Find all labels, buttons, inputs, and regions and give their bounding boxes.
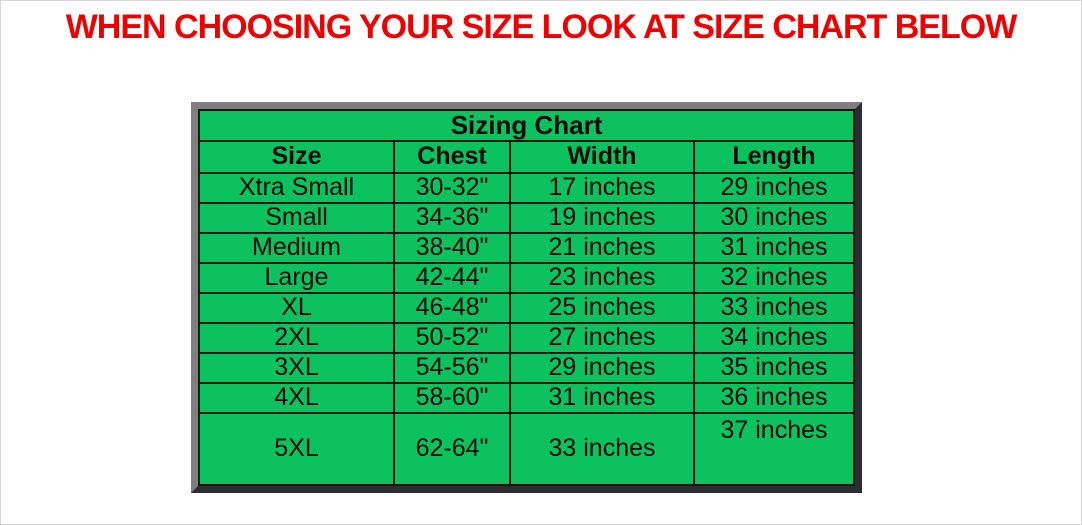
table-caption: Sizing Chart: [197, 109, 856, 142]
table-row: 4XL 58-60" 31 inches 36 inches: [198, 381, 856, 414]
column-header-length: Length: [692, 139, 856, 174]
cell-chest: 54-56": [393, 351, 511, 384]
cell-length: 30 inches: [692, 201, 856, 234]
cell-chest: 50-52": [393, 321, 511, 354]
page-title: WHEN CHOOSING YOUR SIZE LOOK AT SIZE CHA…: [65, 8, 1018, 46]
cell-chest: 30-32": [393, 171, 511, 204]
cell-chest: 62-64": [393, 411, 511, 486]
table-row: Medium 38-40" 21 inches 31 inches: [198, 231, 856, 264]
cell-chest: 38-40": [393, 231, 511, 264]
cell-size: Xtra Small: [198, 171, 395, 204]
cell-length: 35 inches: [692, 351, 856, 384]
table-header-row: Size Chest Width Length: [198, 139, 856, 174]
cell-chest: 46-48": [393, 291, 511, 324]
cell-size: Small: [198, 201, 395, 234]
cell-chest: 34-36": [393, 201, 511, 234]
cell-length: 29 inches: [692, 171, 856, 204]
cell-size: Medium: [198, 231, 395, 264]
cell-length: 31 inches: [692, 231, 856, 264]
cell-width: 19 inches: [509, 201, 695, 234]
sizing-chart-frame: Sizing Chart Size Chest Width Length Xtr…: [191, 102, 863, 493]
column-header-chest: Chest: [393, 139, 511, 174]
column-header-size: Size: [198, 139, 395, 174]
cell-size: Large: [198, 261, 395, 294]
cell-chest: 42-44": [393, 261, 511, 294]
table-row: 3XL 54-56" 29 inches 35 inches: [198, 351, 856, 384]
cell-length: 36 inches: [692, 381, 856, 414]
cell-size: 2XL: [198, 321, 395, 354]
cell-width: 29 inches: [509, 351, 695, 384]
cell-length: 34 inches: [692, 321, 856, 354]
cell-width: 21 inches: [509, 231, 695, 264]
cell-width: 23 inches: [509, 261, 695, 294]
cell-width: 17 inches: [509, 171, 695, 204]
table-row: Xtra Small 30-32" 17 inches 29 inches: [198, 171, 856, 204]
cell-length: 32 inches: [692, 261, 856, 294]
table-row: Small 34-36" 19 inches 30 inches: [198, 201, 856, 234]
cell-size: 4XL: [198, 381, 395, 414]
table-row: 5XL 62-64" 33 inches 37 inches: [198, 411, 856, 486]
cell-width: 31 inches: [509, 381, 695, 414]
cell-chest: 58-60": [393, 381, 511, 414]
cell-length: 37 inches: [692, 411, 856, 486]
cell-width: 33 inches: [509, 411, 695, 486]
table-row: 2XL 50-52" 27 inches 34 inches: [198, 321, 856, 354]
sizing-chart-table: Sizing Chart Size Chest Width Length Xtr…: [197, 109, 856, 486]
table-row: XL 46-48" 25 inches 33 inches: [198, 291, 856, 324]
cell-size: XL: [198, 291, 395, 324]
column-header-width: Width: [509, 139, 695, 174]
table-row: Large 42-44" 23 inches 32 inches: [198, 261, 856, 294]
cell-width: 27 inches: [509, 321, 695, 354]
table-caption-row: Sizing Chart: [197, 109, 856, 142]
cell-width: 25 inches: [509, 291, 695, 324]
cell-size: 3XL: [198, 351, 395, 384]
cell-length: 33 inches: [692, 291, 856, 324]
cell-size: 5XL: [198, 411, 395, 486]
